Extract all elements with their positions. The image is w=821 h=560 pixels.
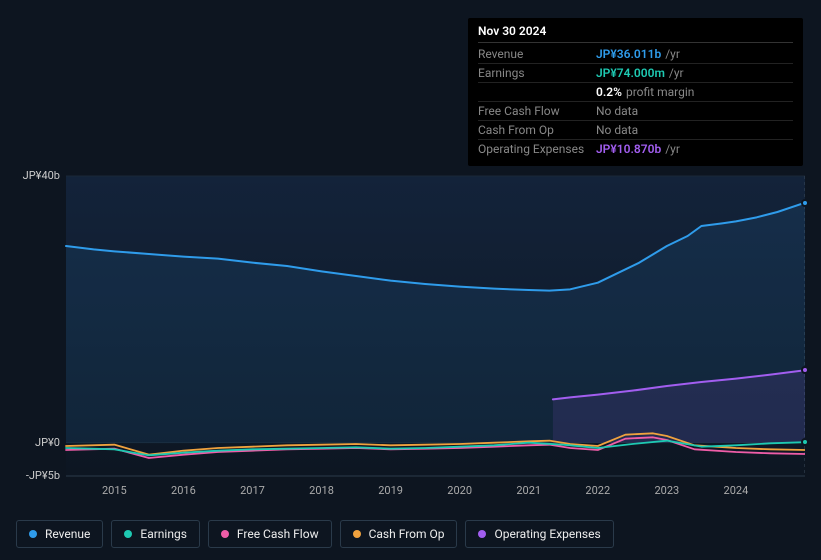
x-axis-tick-label: 2015 xyxy=(102,484,127,497)
tooltip-row-value: JP¥74.000m xyxy=(596,66,665,80)
legend-item[interactable]: Cash From Op xyxy=(340,520,458,548)
x-axis-tick-label: 2020 xyxy=(447,484,472,497)
financial-history-chart[interactable]: JP¥40bJP¥0-JP¥5b 20152016201720182019202… xyxy=(16,160,805,480)
legend-dot-icon xyxy=(353,530,361,538)
x-axis-tick-label: 2016 xyxy=(171,484,196,497)
tooltip-row-label: Operating Expenses xyxy=(478,142,596,156)
tooltip-row-suffix: /yr xyxy=(669,66,684,80)
tooltip-row-label: Cash From Op xyxy=(478,123,596,137)
legend-dot-icon xyxy=(124,530,132,538)
tooltip-row-value: JP¥36.011b xyxy=(596,47,661,61)
x-axis-tick-label: 2023 xyxy=(654,484,679,497)
legend-label: Revenue xyxy=(45,527,90,541)
legend-dot-icon xyxy=(478,530,486,538)
tooltip-row-value: 0.2% xyxy=(596,85,622,99)
tooltip-row-suffix: profit margin xyxy=(626,85,694,99)
x-axis-tick-label: 2024 xyxy=(724,484,749,497)
y-axis-tick-label: JP¥40b xyxy=(18,169,60,182)
legend-label: Cash From Op xyxy=(369,527,445,541)
x-axis-tick-label: 2018 xyxy=(309,484,334,497)
tooltip-row-label: Revenue xyxy=(478,47,596,61)
legend-dot-icon xyxy=(221,530,229,538)
legend-dot-icon xyxy=(29,530,37,538)
tooltip-rows: RevenueJP¥36.011b/yrEarningsJP¥74.000m/y… xyxy=(478,45,793,158)
tooltip-row-label xyxy=(478,85,596,99)
legend-label: Operating Expenses xyxy=(494,527,600,541)
x-axis-tick-label: 2019 xyxy=(378,484,403,497)
chart-legend: Revenue Earnings Free Cash Flow Cash From O… xyxy=(16,520,614,548)
series-endpoint xyxy=(801,366,809,374)
y-axis-tick-label: -JP¥5b xyxy=(18,469,60,482)
tooltip-row-label: Free Cash Flow xyxy=(478,104,596,118)
tooltip-row: 0.2% profit margin xyxy=(478,83,793,102)
tooltip-row-suffix: /yr xyxy=(665,47,680,61)
tooltip-row-suffix: /yr xyxy=(665,142,680,156)
tooltip-row-nodata: No data xyxy=(596,104,638,118)
tooltip-row: Operating ExpensesJP¥10.870b/yr xyxy=(478,140,793,158)
tooltip-date: Nov 30 2024 xyxy=(478,24,793,43)
legend-label: Earnings xyxy=(140,527,187,541)
tooltip-row: Free Cash FlowNo data xyxy=(478,102,793,121)
legend-item[interactable]: Earnings xyxy=(111,520,200,548)
tooltip-row-nodata: No data xyxy=(596,123,638,137)
tooltip-row: EarningsJP¥74.000m/yr xyxy=(478,64,793,83)
legend-item[interactable]: Operating Expenses xyxy=(465,520,613,548)
chart-tooltip: Nov 30 2024 RevenueJP¥36.011b/yrEarnings… xyxy=(468,18,803,166)
tooltip-row: RevenueJP¥36.011b/yr xyxy=(478,45,793,64)
x-axis-tick-label: 2021 xyxy=(516,484,541,497)
legend-item[interactable]: Revenue xyxy=(16,520,103,548)
series-endpoint xyxy=(801,199,809,207)
chart-svg xyxy=(16,160,805,480)
y-axis-tick-label: JP¥0 xyxy=(18,436,60,449)
tooltip-row: Cash From OpNo data xyxy=(478,121,793,140)
series-endpoint xyxy=(801,438,809,446)
x-axis-tick-label: 2017 xyxy=(240,484,265,497)
x-axis-tick-label: 2022 xyxy=(585,484,610,497)
legend-label: Free Cash Flow xyxy=(237,527,319,541)
legend-item[interactable]: Free Cash Flow xyxy=(208,520,332,548)
tooltip-row-label: Earnings xyxy=(478,66,596,80)
tooltip-row-value: JP¥10.870b xyxy=(596,142,661,156)
